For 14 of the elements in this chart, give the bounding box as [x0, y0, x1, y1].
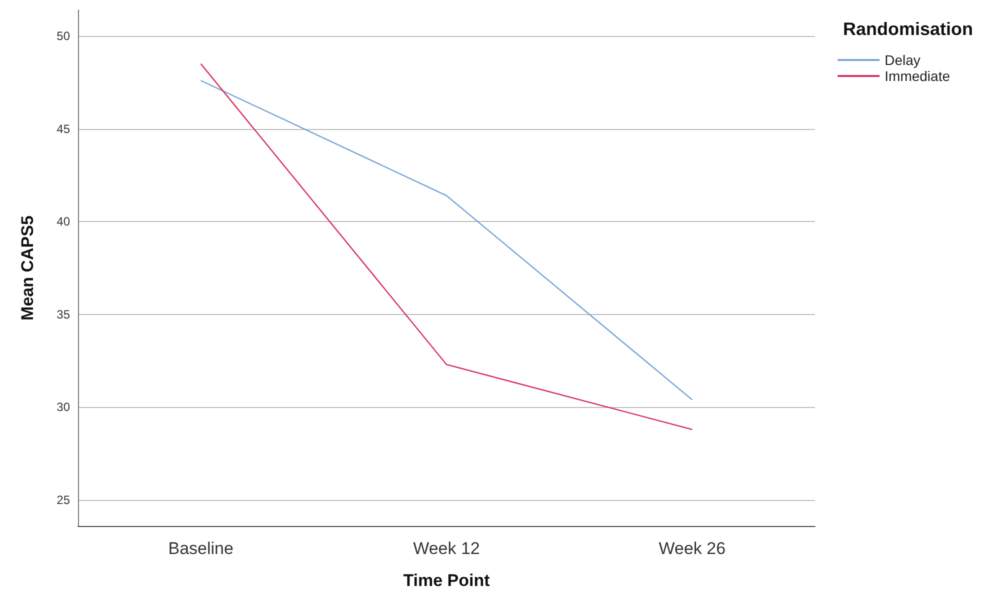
- y-tick-label: 50: [56, 28, 70, 43]
- x-axis-title: Time Point: [403, 571, 490, 590]
- x-tick-label: Week 12: [413, 539, 480, 558]
- y-tick-label: 30: [56, 400, 70, 414]
- y-tick-label: 45: [56, 122, 70, 136]
- x-tick-label: Baseline: [168, 539, 234, 558]
- legend-label: Immediate: [884, 68, 950, 84]
- y-tick-label: 25: [56, 493, 70, 508]
- y-tick-label: 40: [56, 214, 70, 229]
- x-tick-label: Week 26: [658, 539, 726, 558]
- y-tick-label: 35: [56, 307, 70, 322]
- legend-title: Randomisation: [842, 19, 974, 39]
- legend-label: Delay: [884, 52, 920, 68]
- y-axis-title: Mean CAPS5: [18, 216, 37, 320]
